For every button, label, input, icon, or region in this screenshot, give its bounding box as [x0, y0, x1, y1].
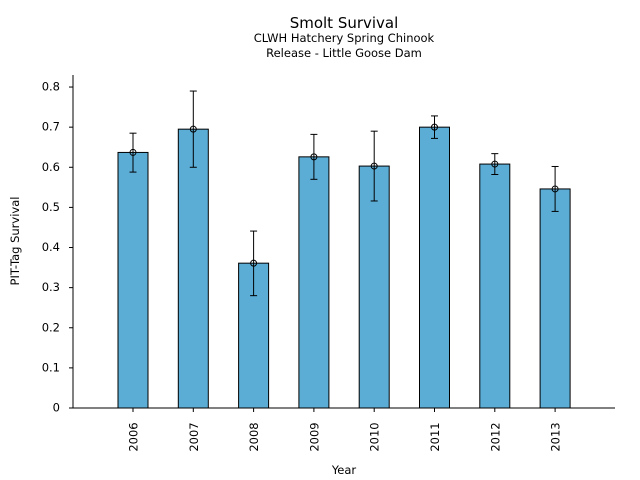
chart-title: Smolt Survival [290, 14, 399, 32]
x-tick-label-2012: 2012 [488, 422, 502, 451]
chart-subtitle-line-2: Release - Little Goose Dam [266, 46, 422, 60]
y-tick-label-4: 0.4 [42, 240, 60, 254]
chart-subtitle-line-1: CLWH Hatchery Spring Chinook [254, 31, 435, 45]
point-marker-2013 [551, 185, 559, 193]
error-bars-layer [129, 90, 559, 297]
bar-2013 [539, 188, 571, 409]
y-tick-label-3: 0.3 [42, 280, 60, 294]
bar-2006 [117, 151, 149, 409]
y-tick-label-0: 0 [53, 401, 60, 415]
point-marker-2006 [129, 148, 137, 156]
x-tick-label-2013: 2013 [549, 422, 563, 451]
point-marker-2008 [250, 259, 258, 267]
point-marker-2012 [491, 160, 499, 168]
y-tick-label-8: 0.8 [42, 80, 60, 94]
point-marker-2009 [310, 153, 318, 161]
point-marker-2011 [431, 123, 438, 131]
bar-2012 [479, 163, 511, 409]
axes-layer [72, 75, 615, 409]
x-tick-label-2011: 2011 [428, 422, 442, 451]
x-axis-label: Year [331, 463, 357, 477]
x-tick-label-2009: 2009 [307, 422, 321, 451]
bar-2009 [298, 156, 330, 409]
y-tick-label-1: 0.1 [42, 360, 60, 374]
point-marker-2007 [189, 125, 197, 133]
point-marker-2010 [370, 162, 378, 170]
y-axis-label: PIT-Tag Survival [8, 197, 22, 286]
y-tick-label-6: 0.6 [42, 160, 60, 174]
y-tick-label-2: 0.2 [42, 320, 60, 334]
x-tick-label-2008: 2008 [247, 422, 261, 451]
y-tick-label-7: 0.7 [42, 120, 60, 134]
bar-2011 [419, 126, 450, 409]
y-tick-label-5: 0.5 [42, 200, 60, 214]
x-tick-label-2007: 2007 [187, 422, 201, 451]
bars-layer [117, 126, 571, 409]
x-tick-label-2006: 2006 [127, 422, 141, 451]
bar-2010 [358, 165, 390, 409]
bar-2007 [177, 128, 209, 409]
ticks-layer: 2006 2007 2008 2009 2010 2011 2012 2013 0 0.1 0.2 0… [42, 80, 563, 452]
x-tick-label-2010: 2010 [368, 422, 382, 451]
